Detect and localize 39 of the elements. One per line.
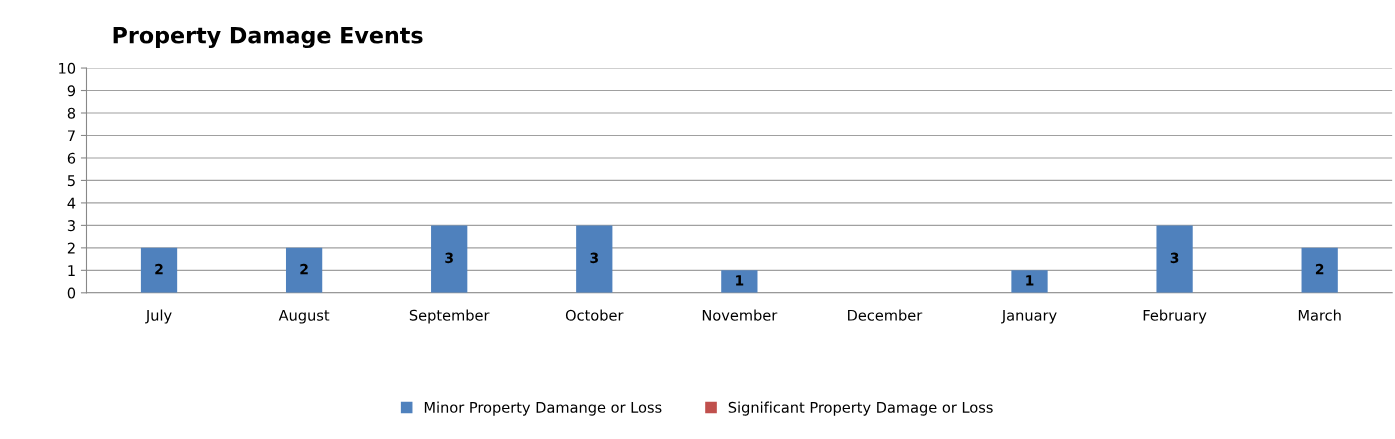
x-tick-label: March	[1298, 309, 1341, 321]
bar	[1301, 247, 1338, 293]
x-tick-label: January	[1001, 309, 1057, 324]
bar	[721, 270, 758, 293]
bar	[140, 247, 178, 293]
data-label: 1	[736, 275, 744, 286]
data-label: 1	[1026, 275, 1034, 286]
data-label: 3	[445, 252, 453, 264]
data-label: 2	[155, 263, 163, 275]
x-tick-label: November	[702, 309, 778, 321]
x-tick-label: October	[565, 309, 624, 321]
bar	[1011, 270, 1048, 293]
y-tick-label: 7	[67, 130, 75, 142]
legend-label: Significant Property Damage or Loss	[728, 401, 993, 416]
data-label: 2	[1315, 263, 1324, 275]
y-tick-label: 6	[67, 152, 76, 164]
y-tick-label: 2	[67, 242, 75, 254]
y-tick-label: 0	[67, 287, 76, 299]
legend-label: Minor Property Damange or Loss	[424, 401, 662, 416]
x-tick-label: July	[145, 309, 172, 324]
y-tick-label: 3	[67, 220, 75, 232]
y-tick-label: 1	[68, 265, 75, 276]
y-tick-label: 9	[67, 85, 76, 97]
x-tick-label: September	[409, 309, 490, 324]
data-label: 2	[300, 263, 308, 275]
y-tick-label: 5	[67, 175, 75, 187]
y-tick-label: 10	[59, 62, 76, 74]
bar	[1156, 225, 1193, 293]
x-tick-label: December	[848, 309, 923, 321]
y-tick-label: 8	[67, 107, 76, 119]
y-tick-label: 4	[67, 197, 76, 209]
chart-title: Property Damage Events	[113, 27, 423, 49]
data-label: 3	[590, 252, 598, 264]
bar	[285, 247, 323, 293]
data-label: 3	[1170, 252, 1179, 264]
bar	[431, 225, 468, 293]
x-tick-label: February	[1143, 309, 1207, 324]
bar	[576, 225, 613, 293]
x-tick-label: August	[278, 309, 330, 324]
